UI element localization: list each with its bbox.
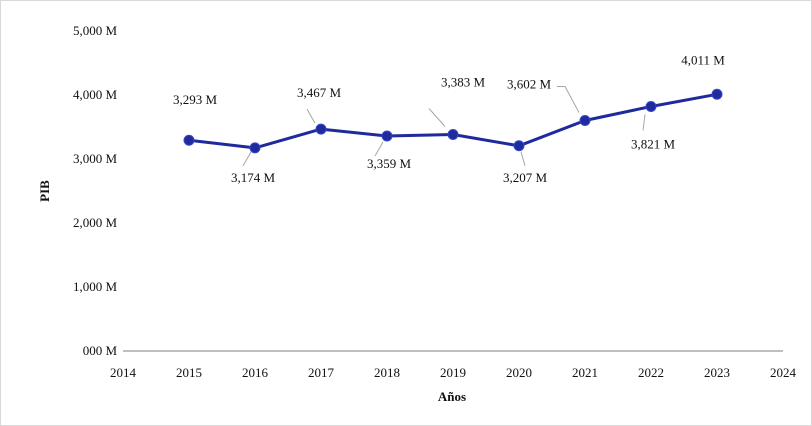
data-point: [315, 123, 327, 135]
x-tick-label: 2024: [770, 365, 797, 380]
x-tick-label: 2022: [638, 365, 664, 380]
data-label: 3,467 M: [297, 85, 342, 100]
leader-line: [242, 151, 252, 167]
leader-line: [428, 108, 446, 127]
data-label: 3,359 M: [367, 156, 412, 171]
data-label: 3,383 M: [441, 74, 486, 89]
y-axis-title: PIB: [37, 180, 52, 202]
series-group: [183, 88, 723, 154]
x-tick-label: 2017: [308, 365, 335, 380]
data-label: 3,207 M: [503, 170, 548, 185]
x-tick-label: 2016: [242, 365, 269, 380]
y-tick-label: 1,000 M: [73, 279, 118, 294]
data-label: 3,602 M: [507, 76, 552, 91]
data-label: 4,011 M: [681, 52, 725, 67]
data-point: [381, 130, 393, 142]
data-point: [447, 128, 459, 140]
x-tick-labels: 2014 2015 2016 2017 2018 2019 2020 2021 2022 2023…: [110, 365, 797, 380]
leader-line: [306, 108, 316, 124]
data-point: [711, 88, 723, 100]
data-label: 3,174 M: [231, 170, 276, 185]
x-tick-label: 2023: [704, 365, 730, 380]
leader-lines: [242, 85, 646, 167]
data-label: 3,821 M: [631, 136, 676, 151]
y-tick-label: 3,000 M: [73, 151, 118, 166]
y-tick-labels: 000 M 1,000 M 2,000 M 3,000 M 4,000 M 5,000 M: [73, 23, 118, 358]
x-tick-label: 2014: [110, 365, 137, 380]
y-tick-label: 2,000 M: [73, 215, 118, 230]
data-label: 3,293 M: [173, 92, 218, 107]
data-labels: 3,293 M 3,174 M 3,467 M 3,359 M 3,383 M 3,207…: [173, 52, 725, 185]
x-axis-title: Años: [438, 389, 466, 404]
x-tick-label: 2019: [440, 365, 466, 380]
data-point: [183, 134, 195, 146]
data-point: [645, 100, 657, 112]
y-tick-label: 4,000 M: [73, 87, 118, 102]
data-point: [249, 142, 261, 154]
leader-line: [520, 151, 526, 166]
data-point: [513, 140, 525, 152]
x-tick-label: 2020: [506, 365, 532, 380]
leader-line: [374, 141, 384, 157]
leader-line: [557, 85, 580, 113]
x-tick-label: 2018: [374, 365, 400, 380]
x-tick-label: 2015: [176, 365, 202, 380]
leader-line: [642, 114, 646, 131]
y-tick-label: 000 M: [83, 343, 118, 358]
x-tick-label: 2021: [572, 365, 598, 380]
y-tick-label: 5,000 M: [73, 23, 118, 38]
data-point: [579, 114, 591, 126]
